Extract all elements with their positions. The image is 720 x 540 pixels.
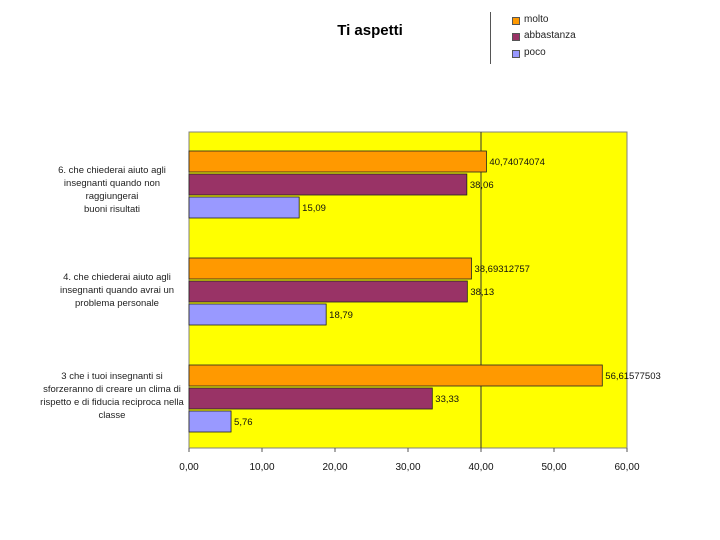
category-label-4: 4. che chiederai aiuto agli insegnanti q… bbox=[42, 271, 192, 310]
data-label-poco-2: 18,79 bbox=[329, 310, 353, 321]
bar-poco-2 bbox=[188, 303, 327, 326]
category-label-line: insegnanti quando avrai un bbox=[59, 285, 175, 296]
x-tick-label: 40,00 bbox=[468, 462, 493, 473]
data-label-molto-1: 40,74074074 bbox=[489, 157, 544, 168]
legend-swatch-molto bbox=[512, 17, 520, 25]
category-label-line: insegnanti quando non raggiungerai bbox=[63, 178, 161, 202]
data-label-abbastanza-2: 38,13 bbox=[470, 287, 494, 298]
category-label-line: classe bbox=[98, 410, 126, 421]
legend-swatch-abbastanza bbox=[512, 33, 520, 41]
bar-abbastanza-2 bbox=[188, 280, 468, 303]
data-label-abbastanza-3: 33,33 bbox=[435, 394, 459, 405]
x-tick-label: 20,00 bbox=[322, 462, 347, 473]
data-label-molto-2: 38,69312757 bbox=[474, 264, 529, 275]
legend-divider bbox=[490, 12, 491, 64]
bar-molto-2 bbox=[188, 257, 472, 280]
bar-abbastanza-3 bbox=[188, 387, 433, 410]
data-label-poco-1: 15,09 bbox=[302, 203, 326, 214]
x-tick-label: 30,00 bbox=[395, 462, 420, 473]
category-label-line: rispetto e di fiducia reciproca nella bbox=[40, 397, 184, 408]
data-label-abbastanza-1: 38,06 bbox=[470, 180, 494, 191]
legend-label-abbastanza: abbastanza bbox=[524, 30, 576, 41]
plot-area bbox=[188, 131, 628, 449]
category-label-line: 6. che chiederai aiuto agli bbox=[58, 165, 166, 176]
category-label-line: problema personale bbox=[75, 298, 159, 309]
category-label-line: sforzeranno di creare un clima di bbox=[43, 384, 181, 395]
bar-molto-1 bbox=[188, 150, 487, 173]
x-tick-label: 10,00 bbox=[249, 462, 274, 473]
legend-swatch-poco bbox=[512, 50, 520, 58]
data-label-molto-3: 56,61577503 bbox=[605, 371, 660, 382]
category-label-6: 6. che chiederai aiuto agli insegnanti q… bbox=[37, 164, 187, 216]
legend-label-poco: poco bbox=[524, 47, 546, 58]
category-label-line: 3 che i tuoi insegnanti si bbox=[61, 371, 163, 382]
x-tick-label: 50,00 bbox=[541, 462, 566, 473]
chart-title: Ti aspetti bbox=[337, 22, 403, 39]
bar-poco-1 bbox=[188, 196, 300, 219]
bar-molto-3 bbox=[188, 364, 603, 387]
category-label-3: 3 che i tuoi insegnanti si sforzeranno d… bbox=[37, 370, 187, 422]
data-label-poco-3: 5,76 bbox=[234, 417, 253, 428]
category-label-line: 4. che chiederai aiuto agli bbox=[63, 272, 171, 283]
bar-poco-3 bbox=[188, 410, 232, 433]
legend-label-molto: molto bbox=[524, 14, 549, 25]
category-label-line: buoni risultati bbox=[84, 204, 140, 215]
x-tick-label: 60,00 bbox=[614, 462, 639, 473]
x-tick-label: 0,00 bbox=[179, 462, 199, 473]
bar-abbastanza-1 bbox=[188, 173, 468, 196]
